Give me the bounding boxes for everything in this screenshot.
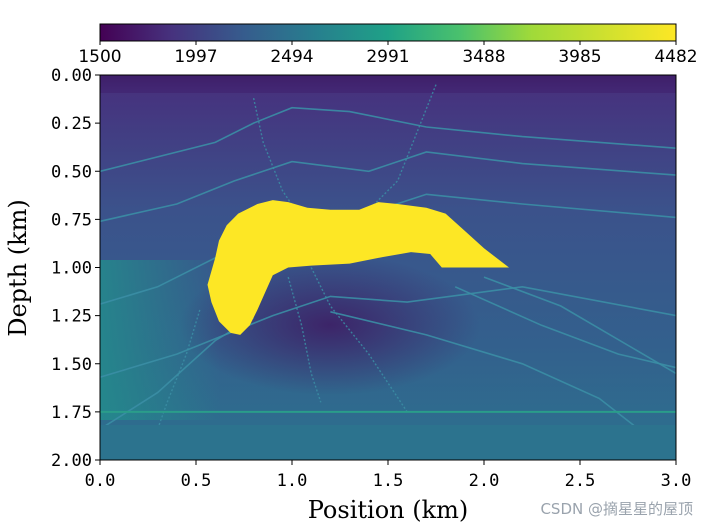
y-axis-title: Depth (km) <box>4 199 32 337</box>
colorbar-tick-label: 3488 <box>462 47 505 67</box>
fault-line <box>287 276 322 403</box>
y-tick-label: 0.25 <box>51 114 92 134</box>
y-axis-ticks: 0.00 0.25 0.50 0.75 1.00 1.25 1.50 1.75 2.00 <box>51 66 100 471</box>
colorbar-tick-label: 2991 <box>366 47 409 67</box>
colorbar <box>99 23 677 42</box>
colorbar-tick-label: 2494 <box>270 47 313 67</box>
layer-boundary <box>330 311 635 427</box>
salt-body <box>207 200 509 335</box>
x-tick-label: 0.5 <box>181 471 212 491</box>
fault-line <box>310 267 408 413</box>
colorbar-tick-label: 1997 <box>174 47 217 67</box>
x-axis-title: Position (km) <box>308 496 469 524</box>
x-tick-label: 1.0 <box>277 471 308 491</box>
heatmap-area <box>100 75 676 460</box>
x-tick-label: 2.0 <box>469 471 500 491</box>
layer-boundary <box>100 151 676 223</box>
colorbar-ticks: 1500 1997 2494 2991 3488 3985 4482 <box>78 41 698 67</box>
top-layer <box>100 75 676 93</box>
watermark: CSDN @摘星星的屋顶 <box>540 500 693 518</box>
colorbar-tick-label: 1500 <box>78 47 121 67</box>
x-tick-label: 2.5 <box>565 471 596 491</box>
y-tick-label: 0.50 <box>51 162 92 182</box>
x-axis-ticks: 0.0 0.5 1.0 1.5 2.0 2.5 3.0 <box>85 460 692 491</box>
y-tick-label: 1.75 <box>51 403 92 423</box>
y-tick-label: 0.00 <box>51 66 92 86</box>
y-tick-label: 1.25 <box>51 307 92 327</box>
y-tick-label: 1.50 <box>51 355 92 375</box>
layer-boundary <box>100 285 676 378</box>
fault-line <box>156 309 201 430</box>
layer-boundary <box>100 106 676 173</box>
layer-boundary <box>454 286 676 369</box>
colorbar-tick-label: 4482 <box>654 47 697 67</box>
bottom-layer <box>100 425 676 460</box>
layer-boundaries <box>100 84 676 430</box>
x-tick-label: 1.5 <box>373 471 404 491</box>
y-tick-label: 0.75 <box>51 210 92 230</box>
fault-line <box>368 84 437 211</box>
x-tick-label: 0.0 <box>85 471 116 491</box>
layer-boundary <box>483 276 676 375</box>
x-tick-label: 3.0 <box>661 471 692 491</box>
y-tick-label: 2.00 <box>51 451 92 471</box>
y-tick-label: 1.00 <box>51 259 92 279</box>
colorbar-tick-label: 3985 <box>558 47 601 67</box>
